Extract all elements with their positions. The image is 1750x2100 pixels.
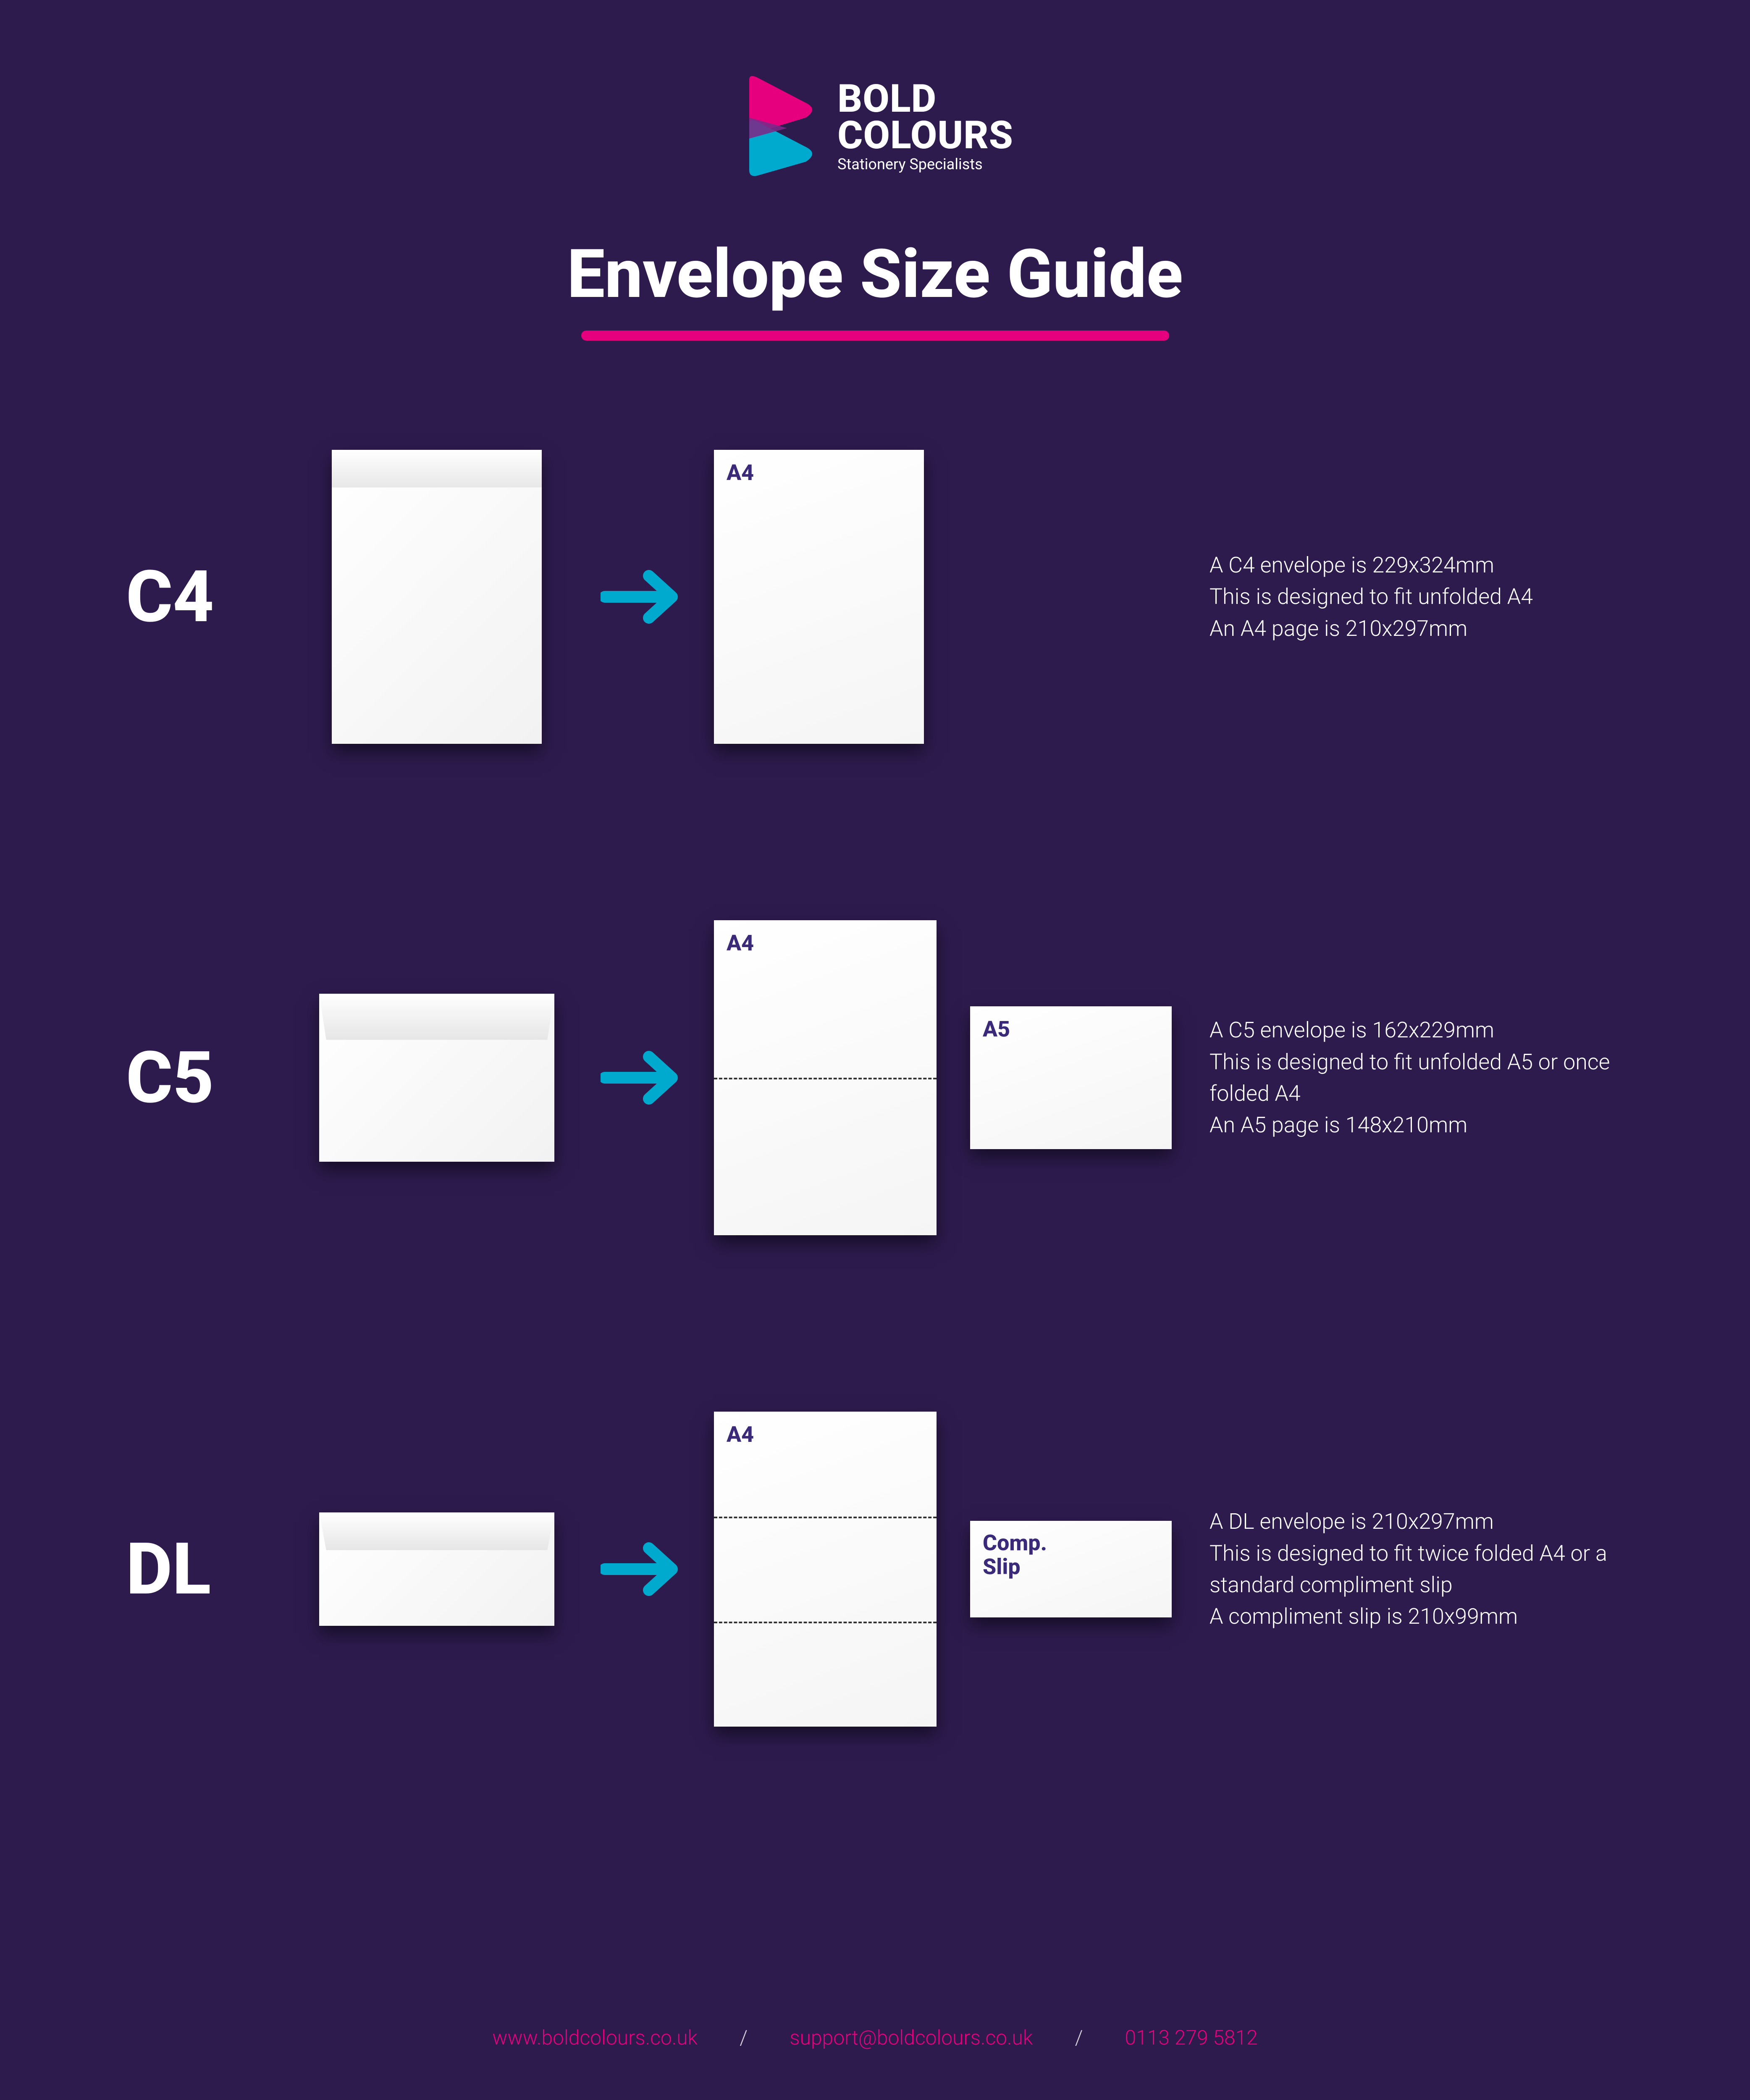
footer: www.boldcolours.co.uk / support@boldcolo… bbox=[0, 2026, 1750, 2050]
paper-label: A5 bbox=[983, 1016, 1010, 1042]
paper-label: A4 bbox=[727, 460, 754, 486]
paper-label: Comp.Slip bbox=[983, 1531, 1047, 1579]
paper-icon: A4 bbox=[714, 1412, 937, 1727]
size-description: A C5 envelope is 162x229mmThis is design… bbox=[1210, 1014, 1624, 1141]
size-row: DL A4 Comp.Slip A DL envelope is 210x297mmT… bbox=[126, 1412, 1624, 1727]
paper-icon: Comp.Slip bbox=[970, 1521, 1172, 1617]
size-row: C4 A4 A C4 envelope is 229x324mmThis is de… bbox=[126, 450, 1624, 744]
envelope-cell bbox=[302, 450, 571, 744]
envelope-cell bbox=[302, 994, 571, 1162]
envelope-icon bbox=[332, 450, 542, 744]
papers-cell: A4 bbox=[714, 450, 1210, 744]
paper-label: A4 bbox=[727, 1422, 754, 1447]
arrow-cell bbox=[571, 567, 714, 626]
arrow-cell bbox=[571, 1540, 714, 1599]
size-row: C5 A4 A5 A C5 envelope is 162x229mmThis is … bbox=[126, 920, 1624, 1235]
title-underline bbox=[581, 331, 1169, 341]
paper-label: A4 bbox=[727, 930, 754, 956]
papers-cell: A4 Comp.Slip bbox=[714, 1412, 1210, 1727]
papers-cell: A4 A5 bbox=[714, 920, 1210, 1235]
size-label: C4 bbox=[126, 555, 302, 639]
page-title: Envelope Size Guide bbox=[567, 235, 1183, 314]
arrow-icon bbox=[601, 567, 685, 626]
arrow-icon bbox=[601, 1048, 685, 1107]
paper-icon: A4 bbox=[714, 450, 924, 744]
logo-tagline: Stationery Specialists bbox=[837, 157, 1013, 171]
paper-icon: A4 bbox=[714, 920, 937, 1235]
size-description: A DL envelope is 210x297mmThis is design… bbox=[1210, 1506, 1624, 1633]
size-description: A C4 envelope is 229x324mmThis is design… bbox=[1210, 549, 1624, 644]
logo-text-line2: COLOURS bbox=[837, 117, 1013, 154]
envelope-icon bbox=[319, 1512, 554, 1626]
logo-text-line1: BOLD bbox=[837, 81, 1013, 117]
arrow-icon bbox=[601, 1540, 685, 1599]
size-label: C5 bbox=[126, 1036, 302, 1120]
footer-separator: / bbox=[740, 2026, 748, 2050]
rows-container: C4 A4 A C4 envelope is 229x324mmThis is de… bbox=[126, 450, 1624, 2050]
paper-icon: A5 bbox=[970, 1006, 1172, 1149]
logo-icon bbox=[737, 76, 821, 176]
footer-phone: 0113 279 5812 bbox=[1125, 2026, 1258, 2050]
envelope-cell bbox=[302, 1512, 571, 1626]
footer-website: www.boldcolours.co.uk bbox=[492, 2026, 698, 2050]
header: BOLD COLOURS Stationery Specialists Enve… bbox=[126, 76, 1624, 341]
arrow-cell bbox=[571, 1048, 714, 1107]
footer-separator: / bbox=[1075, 2026, 1083, 2050]
envelope-icon bbox=[319, 994, 554, 1162]
size-label: DL bbox=[126, 1527, 302, 1611]
logo: BOLD COLOURS Stationery Specialists bbox=[737, 76, 1013, 176]
footer-email: support@boldcolours.co.uk bbox=[790, 2026, 1033, 2050]
